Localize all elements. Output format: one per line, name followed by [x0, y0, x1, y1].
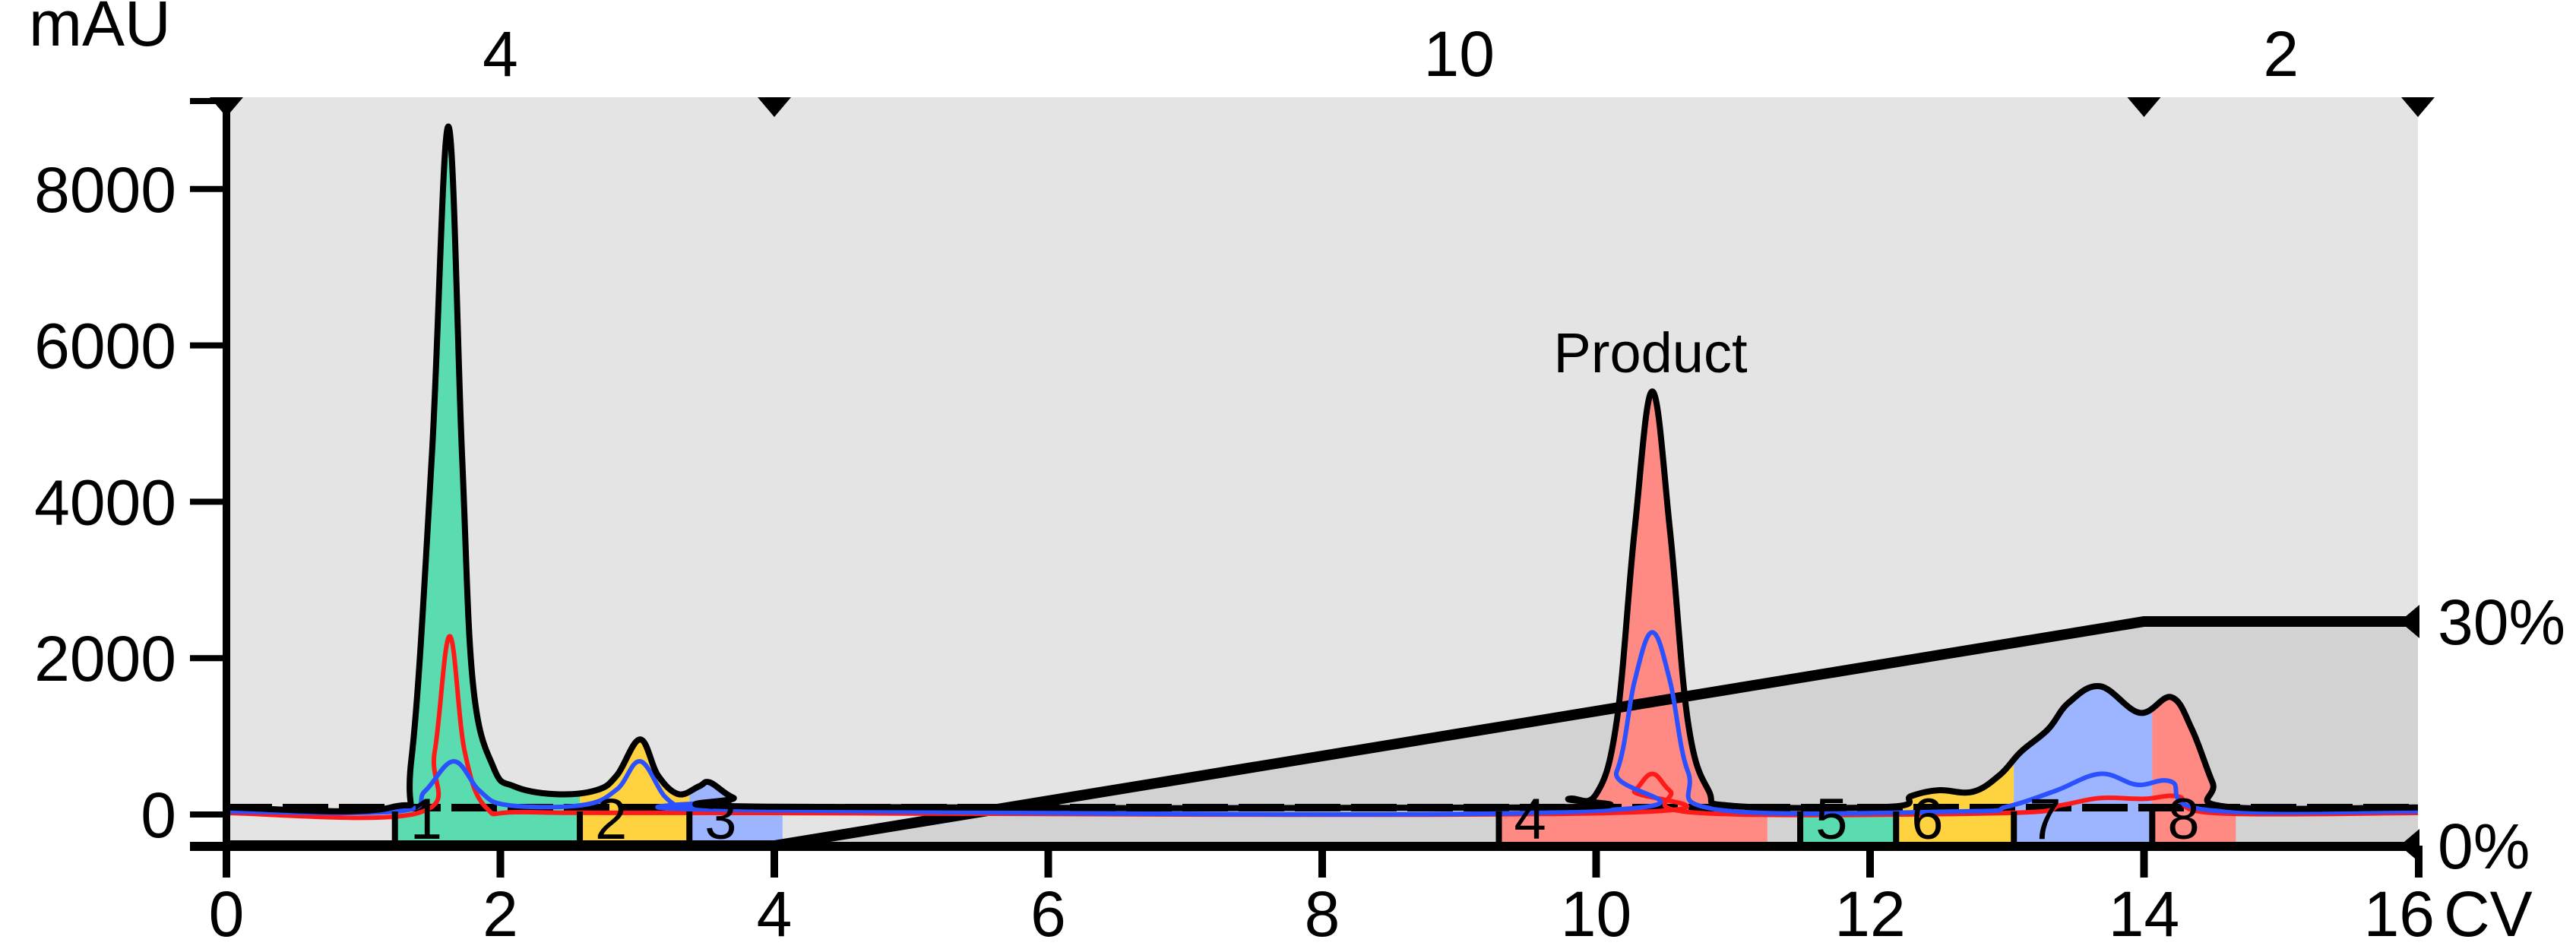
fraction-bar[interactable] — [580, 811, 690, 843]
fraction-bar[interactable] — [1498, 811, 1767, 843]
fraction-label: 6 — [1911, 787, 1943, 852]
step-marker-icon — [758, 97, 791, 117]
fraction-divider — [1797, 811, 1804, 845]
fraction-bar[interactable] — [2014, 811, 2153, 843]
fraction-label: 8 — [2167, 787, 2199, 852]
uv-trace — [226, 123, 2418, 814]
x-tick-label: 8 — [1305, 878, 1340, 950]
fraction-divider — [2149, 811, 2156, 845]
y-axis-ticks: 0 2000 4000 6000 8000 — [34, 154, 226, 851]
fraction-divider — [391, 811, 398, 845]
traces — [226, 123, 2418, 821]
fraction-label: 3 — [704, 787, 736, 852]
y-tick-label: 0 — [141, 780, 176, 851]
fraction-divider — [686, 811, 693, 845]
fraction-bar[interactable] — [2152, 811, 2236, 843]
step-marker-icon — [2401, 97, 2435, 117]
fraction-divider — [2011, 811, 2017, 845]
trace-2 — [226, 634, 2418, 821]
fraction-bar[interactable] — [689, 811, 783, 843]
y-tick-label: 2000 — [34, 623, 176, 694]
fraction-label: 5 — [1815, 787, 1847, 852]
step-markers — [210, 97, 2435, 117]
fraction-label: 2 — [595, 787, 627, 852]
x-tick-label: 2 — [483, 878, 518, 950]
x-axis-ticks: 0 2 4 6 8 10 12 14 16 — [209, 846, 2435, 950]
fraction-label: 4 — [1514, 787, 1546, 852]
gradient-region — [226, 621, 2418, 846]
fraction-bar[interactable] — [1896, 811, 2014, 843]
x-axis-end-tick — [2415, 846, 2423, 878]
x-tick-label: 6 — [1030, 878, 1066, 950]
x-tick-label: 12 — [1834, 878, 1905, 950]
step-marker-icon — [2127, 97, 2161, 117]
fraction-label: 7 — [2029, 787, 2061, 852]
y-tick-label: 6000 — [34, 311, 176, 382]
x-unit-label: CV — [2444, 878, 2533, 950]
gradient-high-label: 30% — [2438, 587, 2565, 658]
x-tick-label: 4 — [757, 878, 793, 950]
x-tick-label: 16 — [2364, 878, 2435, 950]
gradient-low-label: 0% — [2438, 811, 2530, 882]
y-unit-label: mAU — [29, 0, 171, 59]
fraction-label: 1 — [410, 787, 442, 852]
product-annotation: Product — [1553, 321, 1747, 384]
fraction-divider — [1893, 811, 1900, 845]
fraction-peak-area — [1498, 391, 1767, 811]
y-tick-label: 4000 — [34, 467, 176, 538]
x-tick-label: 14 — [2109, 878, 2179, 950]
fraction-peak-area — [2014, 686, 2153, 811]
fraction-bar[interactable] — [394, 811, 581, 843]
fraction-divider — [577, 811, 584, 845]
fraction-peak-area — [1896, 759, 2014, 811]
fraction-divider — [1495, 811, 1502, 845]
step-marker-icon — [210, 97, 243, 117]
step-labels: 4 10 2 — [483, 18, 2299, 90]
step-length-label: 10 — [1424, 18, 1495, 90]
trace-1 — [226, 630, 2418, 817]
y-tick-label: 8000 — [34, 154, 176, 226]
gradient-low-marker-icon — [2400, 829, 2419, 862]
step-length-label: 4 — [483, 18, 518, 90]
fraction-peak-area — [689, 782, 783, 811]
step-length-label: 2 — [2263, 18, 2299, 90]
x-tick-label: 0 — [209, 878, 245, 950]
gradient-high-marker-icon — [2400, 605, 2419, 638]
x-tick-label: 10 — [1561, 878, 1631, 950]
